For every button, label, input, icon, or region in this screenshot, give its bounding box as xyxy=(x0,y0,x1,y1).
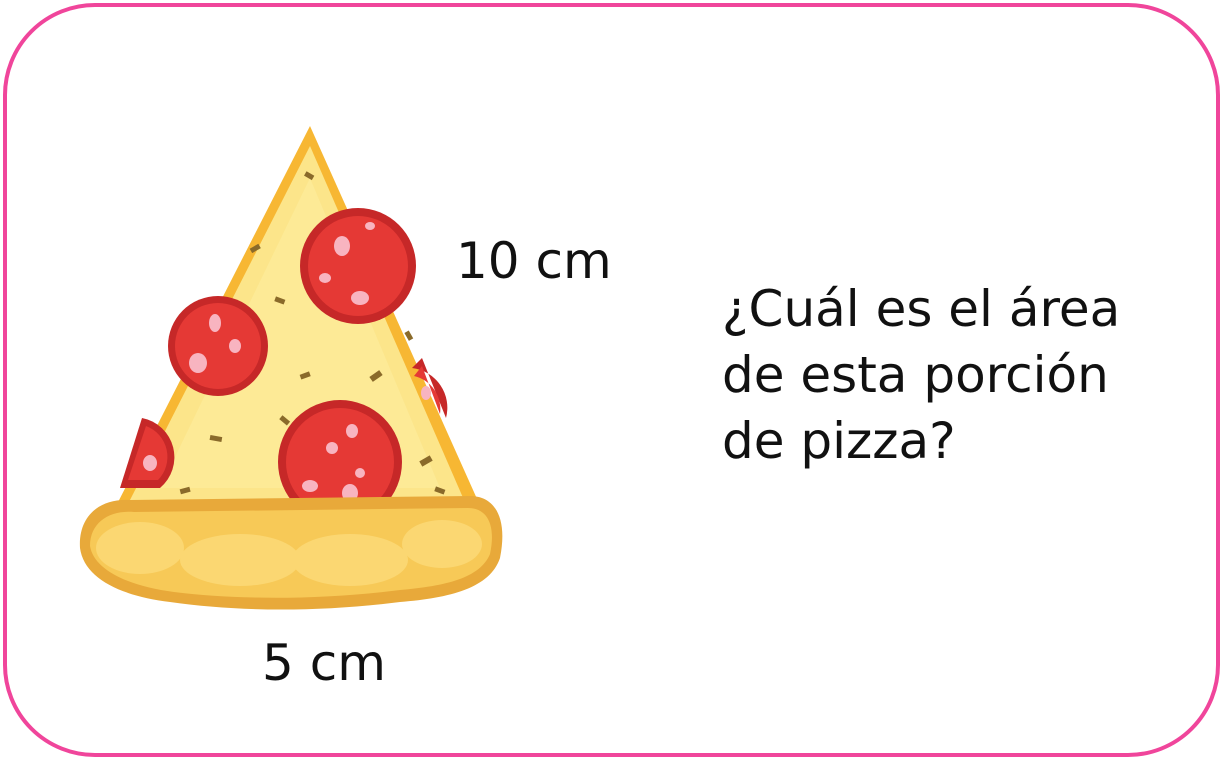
question-line: de pizza? xyxy=(722,412,956,470)
side-length-label: 10 cm xyxy=(456,232,612,290)
pizza-slice-icon xyxy=(79,126,503,610)
question-text: ¿Cuál es el área de esta porción de pizz… xyxy=(722,276,1192,474)
herb-flakes xyxy=(179,171,446,495)
base-length-label: 5 cm xyxy=(262,634,386,692)
question-line: ¿Cuál es el área xyxy=(722,280,1121,338)
pizza-crust xyxy=(79,496,503,610)
question-line: de esta porción xyxy=(722,346,1109,404)
pepperoni-slices xyxy=(120,208,448,524)
